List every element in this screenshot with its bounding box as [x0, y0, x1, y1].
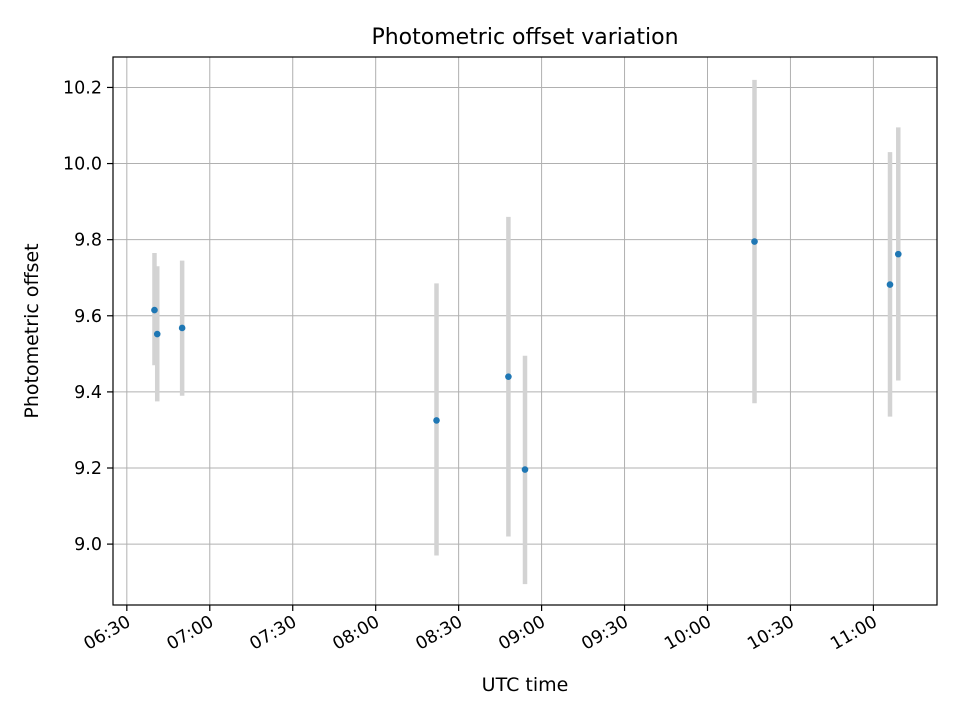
y-tick-label: 9.4 — [74, 383, 102, 403]
plot-frame — [112, 56, 938, 606]
data-point — [521, 466, 529, 473]
y-tick-label: 9.2 — [74, 459, 102, 479]
y-tick-label: 9.6 — [74, 307, 102, 327]
y-tick-label: 9.8 — [74, 231, 102, 251]
data-point — [886, 281, 894, 288]
data-point — [178, 324, 186, 332]
data-points — [151, 238, 902, 473]
y-tick-label: 9.0 — [74, 535, 102, 555]
data-point — [505, 373, 512, 380]
data-point — [751, 238, 758, 245]
plot-area — [112, 56, 938, 606]
data-point — [894, 250, 902, 258]
y-axis-label: Photometric offset — [21, 243, 43, 418]
y-axis-ticks: 9.0 9.2 9.4 9.6 9.8 10.0 10.2 — [63, 78, 113, 555]
y-tick-label: 10.2 — [63, 78, 102, 98]
y-tick-label: 10.0 — [63, 155, 102, 175]
data-point — [151, 306, 158, 314]
chart-title: Photometric offset variation — [371, 25, 678, 50]
data-point — [153, 330, 161, 338]
data-point — [433, 417, 440, 424]
x-axis-label: UTC time — [482, 674, 569, 696]
